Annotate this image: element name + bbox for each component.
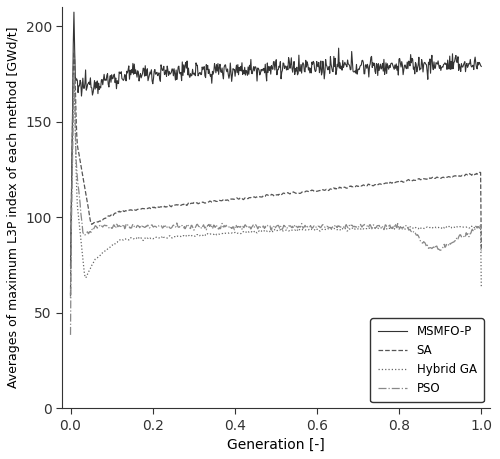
- Hybrid GA: [71, 80, 77, 85]
- Hybrid GA: [478, 284, 484, 290]
- PSO: [310, 224, 316, 230]
- MSMFO-P: [71, 9, 77, 15]
- MSMFO-P: [68, 263, 73, 269]
- SA: [310, 188, 316, 193]
- MSMFO-P: [174, 77, 180, 82]
- MSMFO-P: [378, 62, 384, 67]
- MSMFO-P: [141, 66, 147, 72]
- PSO: [342, 223, 348, 229]
- Hybrid GA: [310, 227, 316, 233]
- SA: [141, 206, 147, 212]
- Line: SA: SA: [70, 52, 482, 296]
- Hybrid GA: [254, 230, 260, 235]
- Y-axis label: Averages of maximum L3P index of each method [GWd/t]: Averages of maximum L3P index of each me…: [7, 27, 20, 388]
- Hybrid GA: [378, 225, 384, 230]
- PSO: [68, 332, 73, 338]
- SA: [342, 185, 348, 190]
- Hybrid GA: [141, 236, 147, 241]
- PSO: [378, 224, 384, 230]
- Hybrid GA: [68, 295, 73, 301]
- MSMFO-P: [342, 62, 348, 67]
- X-axis label: Generation [-]: Generation [-]: [227, 438, 325, 452]
- PSO: [478, 221, 484, 227]
- MSMFO-P: [254, 78, 260, 84]
- Hybrid GA: [342, 226, 348, 232]
- SA: [378, 181, 384, 187]
- Line: MSMFO-P: MSMFO-P: [70, 12, 482, 266]
- Line: Hybrid GA: Hybrid GA: [70, 83, 482, 298]
- PSO: [174, 220, 180, 226]
- Hybrid GA: [174, 234, 180, 239]
- PSO: [141, 224, 147, 230]
- SA: [254, 194, 260, 200]
- SA: [478, 248, 484, 254]
- SA: [174, 202, 180, 207]
- PSO: [71, 73, 77, 78]
- MSMFO-P: [310, 59, 316, 64]
- Line: PSO: PSO: [70, 75, 482, 335]
- MSMFO-P: [478, 64, 484, 69]
- SA: [68, 293, 73, 299]
- Legend: MSMFO-P, SA, Hybrid GA, PSO: MSMFO-P, SA, Hybrid GA, PSO: [370, 318, 484, 402]
- SA: [71, 49, 77, 55]
- PSO: [254, 224, 260, 230]
